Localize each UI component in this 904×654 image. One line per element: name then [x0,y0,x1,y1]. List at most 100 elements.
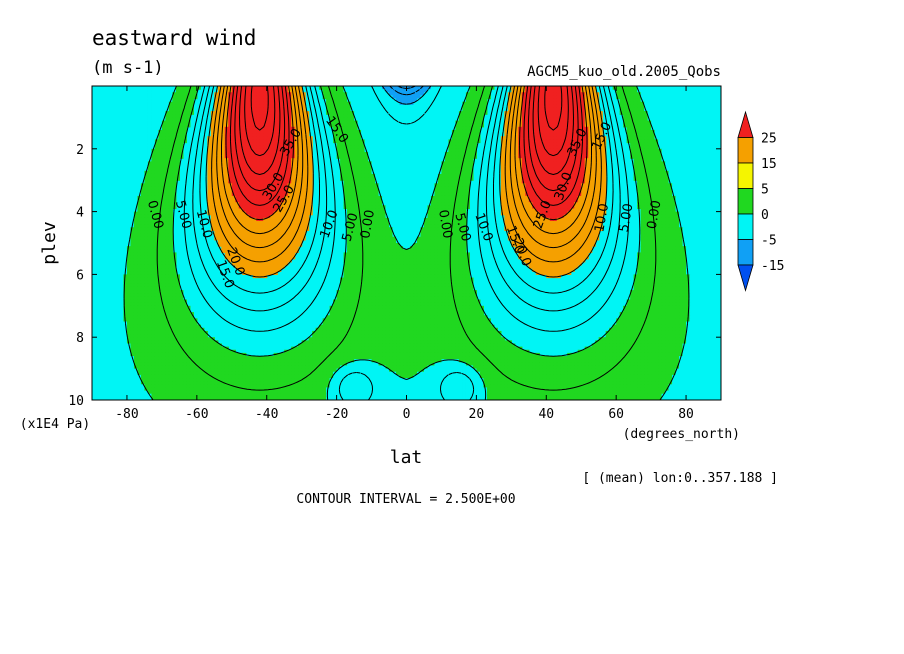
field-cell [717,170,721,175]
field-cell [637,86,642,90]
field-cell [98,183,104,188]
field-cell [252,183,257,188]
field-cell [123,86,128,90]
field-cell [284,155,289,159]
field-cell [567,167,572,172]
field-cell [385,114,390,118]
field-cell [347,133,352,137]
field-cell [151,104,156,109]
field-cell [298,161,303,166]
field-cell [707,101,712,106]
field-cell [175,117,180,122]
field-cell [378,139,383,144]
field-cell [217,145,222,150]
field-cell [270,183,275,188]
field-cell [420,158,425,162]
field-cell [584,101,589,106]
field-cell [511,104,516,109]
field-cell [354,155,359,159]
field-cell [420,161,425,166]
field-cell [364,183,369,188]
field-cell [375,173,380,178]
field-cell [560,155,565,159]
field-cell [259,139,264,144]
field-cell [144,164,149,169]
field-cell [588,148,593,153]
field-cell [249,114,254,118]
field-cell [147,183,152,188]
field-cell [665,101,670,106]
field-cell [640,177,645,181]
field-cell [259,123,264,128]
field-cell [98,180,104,184]
field-cell [444,123,450,128]
field-cell [703,117,708,122]
field-cell [647,164,652,169]
field-cell [294,89,299,93]
field-cell [640,142,645,147]
field-cell [479,86,484,90]
field-cell [672,164,677,169]
field-cell [413,89,418,93]
field-cell [371,183,376,188]
field-cell [259,98,264,103]
field-cell [231,139,236,144]
field-cell [361,101,366,106]
field-cell [689,173,694,178]
field-cell [217,129,222,134]
field-cell [556,167,561,172]
field-cell [364,145,369,150]
field-cell [574,177,579,181]
field-cell [462,164,467,169]
field-cell [165,164,170,169]
field-cell [336,89,341,93]
field-cell [462,186,467,191]
field-cell [714,136,719,140]
field-cell [144,107,149,112]
field-cell [112,142,118,147]
field-cell [340,95,345,100]
field-cell [322,95,327,100]
field-cell [214,136,219,140]
field-cell [626,126,631,131]
field-cell [266,114,271,118]
field-cell [399,183,404,188]
field-cell [371,98,376,103]
field-cell [441,170,446,175]
field-cell [668,164,673,169]
field-cell [389,164,394,169]
field-cell [458,117,464,122]
field-cell [224,167,229,172]
field-cell [640,170,645,175]
field-cell [396,148,401,153]
field-cell [224,98,229,103]
field-cell [595,151,600,156]
field-cell [518,183,523,188]
field-cell [668,123,673,128]
field-cell [626,120,631,125]
field-cell [647,177,652,181]
field-cell [409,167,415,172]
field-cell [378,133,383,137]
field-cell [700,92,705,97]
field-cell [403,120,408,125]
field-cell [259,158,264,162]
field-cell [465,161,470,166]
field-cell [637,177,642,181]
field-cell [224,183,229,188]
field-cell [546,180,551,184]
field-cell [640,151,645,156]
field-cell [399,155,404,159]
field-cell [123,145,128,150]
field-cell [151,98,156,103]
field-cell [413,136,418,140]
field-cell [581,158,586,162]
field-cell [539,89,544,93]
field-cell [717,158,721,162]
field-cell [563,126,568,131]
field-cell [686,139,691,144]
field-cell [175,139,180,144]
field-cell [500,139,505,144]
field-cell [588,183,593,188]
field-cell [217,173,222,178]
